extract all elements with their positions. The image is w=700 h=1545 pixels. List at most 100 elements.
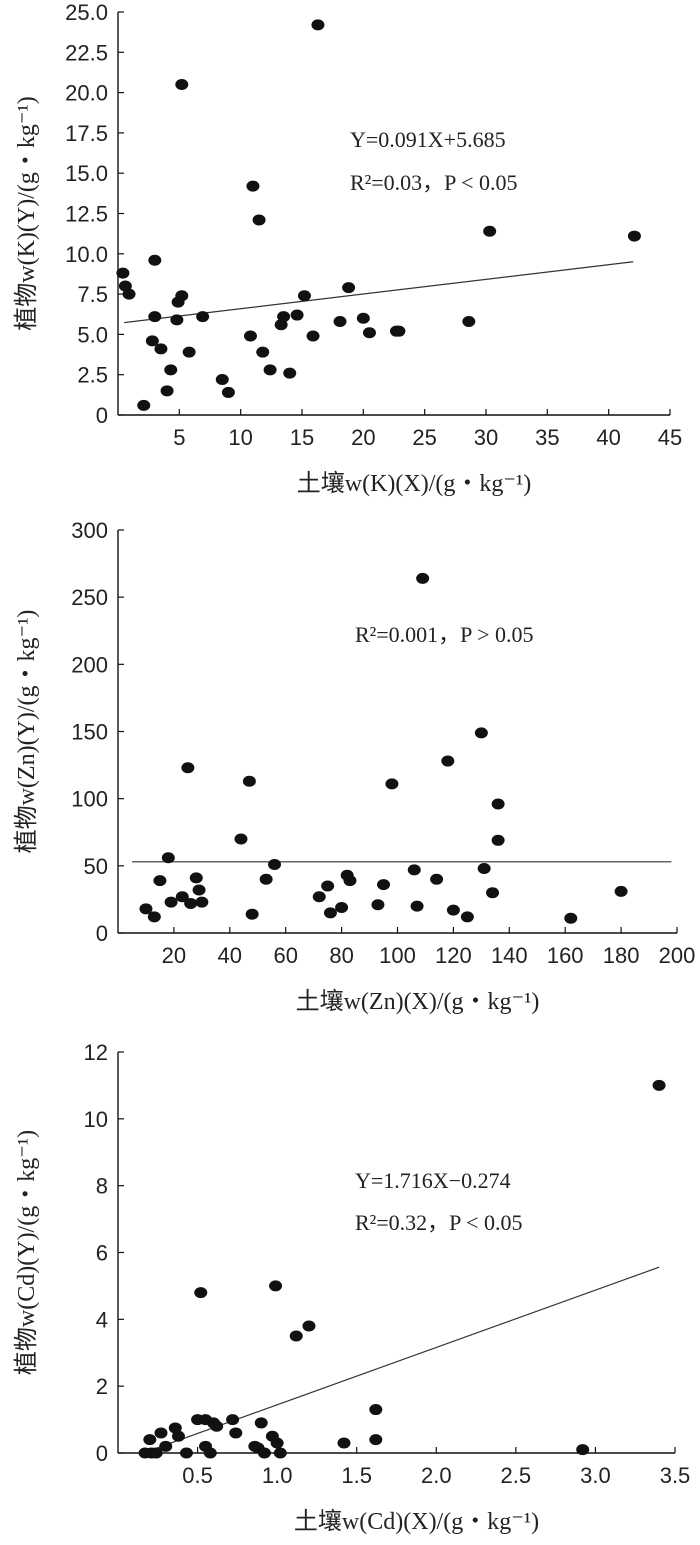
x-tick-label: 1.0 <box>262 1463 293 1488</box>
panel-zn: R²=0.001，P > 0.05 20 40 60 80 100 120 140 160 18… <box>13 518 695 1015</box>
data-point <box>477 863 491 875</box>
data-point <box>168 1422 182 1434</box>
x-tick-label: 180 <box>603 943 640 968</box>
y-tick-label: 25.0 <box>65 0 108 25</box>
data-point <box>321 880 335 892</box>
annotation-r2-cd: R²=0.32，P < 0.05 <box>355 1210 523 1235</box>
data-point <box>377 879 391 891</box>
data-point <box>229 1427 243 1439</box>
data-point <box>268 858 282 870</box>
x-tick-label: 40 <box>218 943 242 968</box>
y-tick-label: 8 <box>96 1174 108 1199</box>
data-point <box>171 1430 185 1442</box>
data-point <box>159 1440 173 1452</box>
x-tick-label: 35 <box>535 425 559 450</box>
data-point <box>289 1330 303 1342</box>
data-point <box>407 864 421 876</box>
data-point <box>246 180 260 192</box>
data-point <box>491 834 505 846</box>
y-tick-label: 17.5 <box>65 121 108 146</box>
x-tick-label: 45 <box>658 425 682 450</box>
trend-line <box>124 261 634 324</box>
x-tick-label: 200 <box>659 943 696 968</box>
data-point <box>147 911 161 923</box>
data-point <box>252 214 266 226</box>
data-point <box>149 1447 163 1459</box>
x-tick-label: 3.5 <box>660 1463 691 1488</box>
data-point <box>175 290 189 302</box>
data-point <box>564 912 578 924</box>
y-tick-label: 6 <box>96 1241 108 1266</box>
data-point <box>175 79 189 91</box>
data-point <box>491 798 505 810</box>
data-point <box>196 311 210 323</box>
data-point <box>245 908 259 920</box>
x-axis-label: 土壤w(Cd)(X)/(g・kg⁻¹) <box>294 1508 539 1535</box>
data-point <box>175 891 189 903</box>
data-point <box>194 1287 208 1299</box>
data-point <box>342 282 356 294</box>
annotation-r2-zn: R²=0.001，P > 0.05 <box>355 622 534 647</box>
data-point <box>192 884 206 896</box>
y-tick-label: 0 <box>96 1441 108 1466</box>
y-tick-label: 250 <box>71 585 108 610</box>
data-point <box>263 364 277 376</box>
y-tick-label: 10 <box>84 1107 108 1132</box>
data-point <box>184 897 198 909</box>
data-point <box>203 1447 217 1459</box>
y-axis-label: 植物w(K)(Y)/(g・kg⁻¹) <box>13 96 40 330</box>
annotation-equation-k: Y=0.091X+5.685 <box>350 127 506 152</box>
x-tick-label: 2.5 <box>501 1463 532 1488</box>
data-point <box>474 727 488 739</box>
x-tick-label: 25 <box>412 425 436 450</box>
data-point <box>210 1420 224 1432</box>
y-tick-label: 0 <box>96 921 108 946</box>
data-point <box>269 1280 283 1292</box>
x-tick-label: 0.5 <box>182 1463 213 1488</box>
data-point <box>116 267 130 279</box>
data-point <box>153 875 167 887</box>
data-point <box>371 899 385 911</box>
y-tick-label: 300 <box>71 518 108 543</box>
y-tick-label: 200 <box>71 652 108 677</box>
y-tick-label: 100 <box>71 787 108 812</box>
data-point <box>181 762 195 774</box>
data-point <box>410 900 424 912</box>
data-point <box>145 335 159 347</box>
data-point <box>333 316 347 328</box>
data-point <box>385 778 399 790</box>
x-axis-label: 土壤w(Zn)(X)/(g・kg⁻¹) <box>296 988 540 1015</box>
y-tick-label: 2.5 <box>77 363 108 388</box>
data-point <box>460 911 474 923</box>
data-point <box>148 254 162 266</box>
data-point <box>256 346 270 358</box>
data-point <box>243 330 257 342</box>
data-point <box>343 875 357 887</box>
data-point <box>154 1427 168 1439</box>
y-tick-label: 5.0 <box>77 322 108 347</box>
data-point <box>323 907 337 919</box>
data-point <box>430 873 444 885</box>
y-tick-label: 12.5 <box>65 202 108 227</box>
data-point <box>154 343 168 355</box>
data-point <box>614 885 628 897</box>
data-point <box>576 1444 590 1456</box>
data-point <box>242 775 256 787</box>
x-tick-label: 3.0 <box>580 1463 611 1488</box>
data-point <box>290 309 304 321</box>
x-tick-label: 2.0 <box>421 1463 452 1488</box>
x-tick-label: 40 <box>596 425 620 450</box>
x-tick-label: 100 <box>379 943 416 968</box>
data-point <box>137 399 151 411</box>
data-point <box>179 1447 193 1459</box>
y-tick-label: 15.0 <box>65 161 108 186</box>
data-point <box>195 896 209 908</box>
y-tick-label: 10.0 <box>65 242 108 267</box>
data-point <box>446 904 460 916</box>
x-tick-label: 10 <box>228 425 252 450</box>
data-point <box>221 386 235 398</box>
data-point <box>369 1404 383 1416</box>
data-point <box>215 374 229 386</box>
data-point <box>302 1320 316 1332</box>
data-point <box>462 316 476 328</box>
